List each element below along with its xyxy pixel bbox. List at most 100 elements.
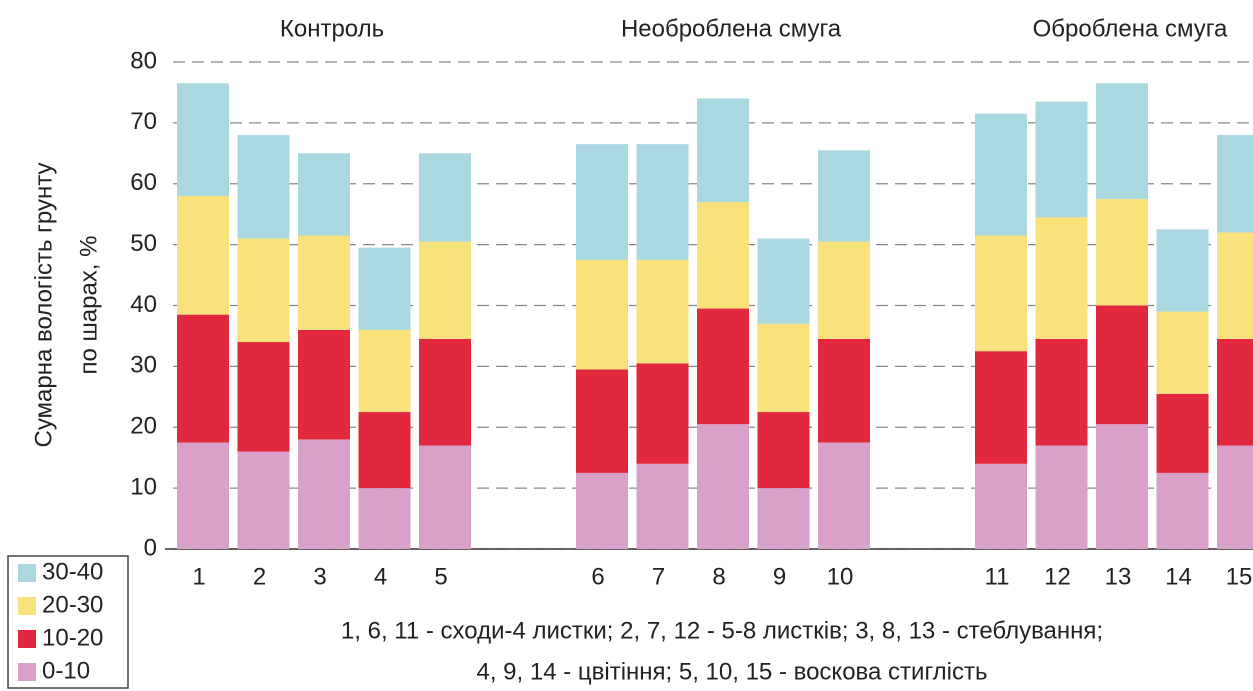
y-tick-label: 50 bbox=[130, 230, 157, 257]
bar-segment bbox=[1096, 424, 1148, 549]
bar-segment bbox=[757, 412, 810, 489]
bar-segment bbox=[1217, 135, 1253, 233]
bar-segment bbox=[818, 150, 870, 242]
bar-segment bbox=[177, 442, 229, 549]
x-tick-label: 6 bbox=[591, 563, 604, 590]
bar-segment bbox=[1035, 338, 1088, 446]
bar-segment bbox=[1035, 445, 1088, 549]
bar-segment bbox=[1096, 198, 1148, 306]
bar-segment bbox=[358, 488, 411, 549]
x-tick-label: 12 bbox=[1044, 563, 1071, 590]
bar-segment bbox=[177, 195, 229, 315]
bar-segment bbox=[757, 238, 810, 324]
note: 4, 9, 14 - цвітіння; 5, 10, 15 - воскова… bbox=[476, 658, 987, 685]
bar-segment bbox=[1217, 445, 1253, 549]
legend-label: 10-20 bbox=[42, 624, 103, 651]
bar-segment bbox=[237, 451, 290, 549]
bar-segment bbox=[757, 488, 810, 549]
y-tick-label: 40 bbox=[130, 291, 157, 318]
bar-segment bbox=[636, 463, 689, 549]
bar-segment bbox=[975, 235, 1027, 352]
bar-segment bbox=[636, 363, 689, 464]
x-tick-label: 13 bbox=[1105, 563, 1132, 590]
bar-segment bbox=[298, 235, 350, 330]
bar-segment bbox=[1217, 232, 1253, 339]
x-tick-label: 3 bbox=[313, 563, 326, 590]
x-tick-label: 14 bbox=[1165, 563, 1192, 590]
legend-swatch bbox=[18, 630, 36, 648]
y-tick-label: 30 bbox=[130, 352, 157, 379]
bar-segment bbox=[177, 83, 229, 196]
bar-segment bbox=[358, 247, 411, 330]
legend-label: 20-30 bbox=[42, 591, 103, 618]
bar-segment bbox=[237, 238, 290, 343]
y-tick-label: 80 bbox=[130, 47, 157, 74]
bar-segment bbox=[358, 412, 411, 489]
group-label: Необроблена смуга bbox=[621, 15, 842, 42]
legend-swatch bbox=[18, 663, 36, 681]
bar-segment bbox=[237, 342, 290, 452]
bar-segment bbox=[1156, 472, 1209, 549]
y-tick-label: 0 bbox=[144, 534, 157, 561]
bar-segment bbox=[177, 314, 229, 443]
y-tick-label: 70 bbox=[130, 108, 157, 135]
bar-segment bbox=[358, 329, 411, 413]
x-tick-label: 7 bbox=[652, 563, 665, 590]
x-tick-label: 5 bbox=[434, 563, 447, 590]
group-label: Оброблена смуга bbox=[1033, 15, 1228, 42]
legend-label: 30-40 bbox=[42, 558, 103, 585]
bar-segment bbox=[975, 351, 1027, 464]
y-tick-label: 20 bbox=[130, 413, 157, 440]
y-tick-label: 60 bbox=[130, 169, 157, 196]
bar-segment bbox=[1156, 229, 1209, 312]
y-axis-label: по шарах, % bbox=[75, 236, 102, 375]
bar-segment bbox=[818, 442, 870, 549]
x-tick-label: 1 bbox=[192, 563, 205, 590]
bar-segment bbox=[576, 259, 628, 370]
note: 1, 6, 11 - сходи-4 листки; 2, 7, 12 - 5-… bbox=[341, 617, 1103, 644]
bar-segment bbox=[975, 113, 1027, 236]
bar-segment bbox=[636, 144, 689, 260]
legend-swatch bbox=[18, 564, 36, 582]
bar-segment bbox=[818, 338, 870, 443]
legend-label: 0-10 bbox=[42, 657, 90, 684]
bar-segment bbox=[419, 338, 471, 446]
legend-swatch bbox=[18, 597, 36, 615]
x-tick-label: 15 bbox=[1226, 563, 1253, 590]
bar-segment bbox=[975, 463, 1027, 549]
y-tick-label: 10 bbox=[130, 473, 157, 500]
bar-segment bbox=[576, 369, 628, 473]
bar-segment bbox=[1035, 217, 1088, 339]
bar-segment bbox=[298, 329, 350, 440]
bar-segment bbox=[419, 241, 471, 339]
bar-segment bbox=[298, 153, 350, 236]
bar-segment bbox=[1096, 83, 1148, 199]
x-tick-label: 2 bbox=[253, 563, 266, 590]
bar-segment bbox=[576, 472, 628, 549]
x-tick-label: 9 bbox=[773, 563, 786, 590]
bar-segment bbox=[636, 259, 689, 364]
bar-segment bbox=[697, 308, 749, 425]
x-tick-label: 11 bbox=[985, 563, 1010, 590]
bar-segment bbox=[697, 424, 749, 549]
bar-segment bbox=[1156, 311, 1209, 394]
x-tick-label: 8 bbox=[712, 563, 725, 590]
bar-segment bbox=[1035, 101, 1088, 218]
y-axis-label: Сумарна вологість грунту bbox=[30, 162, 57, 447]
bar-segment bbox=[576, 144, 628, 260]
bar-segment bbox=[697, 98, 749, 203]
x-tick-label: 4 bbox=[374, 563, 387, 590]
bar-segment bbox=[757, 323, 810, 413]
x-tick-label: 10 bbox=[827, 563, 854, 590]
bar-segment bbox=[1156, 393, 1209, 473]
bar-segment bbox=[298, 439, 350, 549]
bar-segment bbox=[419, 445, 471, 549]
bar-segment bbox=[1217, 338, 1253, 446]
bar-segment bbox=[1096, 305, 1148, 425]
bar-segment bbox=[237, 135, 290, 239]
bar-segment bbox=[419, 153, 471, 242]
group-label: Контроль bbox=[280, 15, 384, 42]
bar-segment bbox=[697, 202, 749, 309]
bar-segment bbox=[818, 241, 870, 339]
